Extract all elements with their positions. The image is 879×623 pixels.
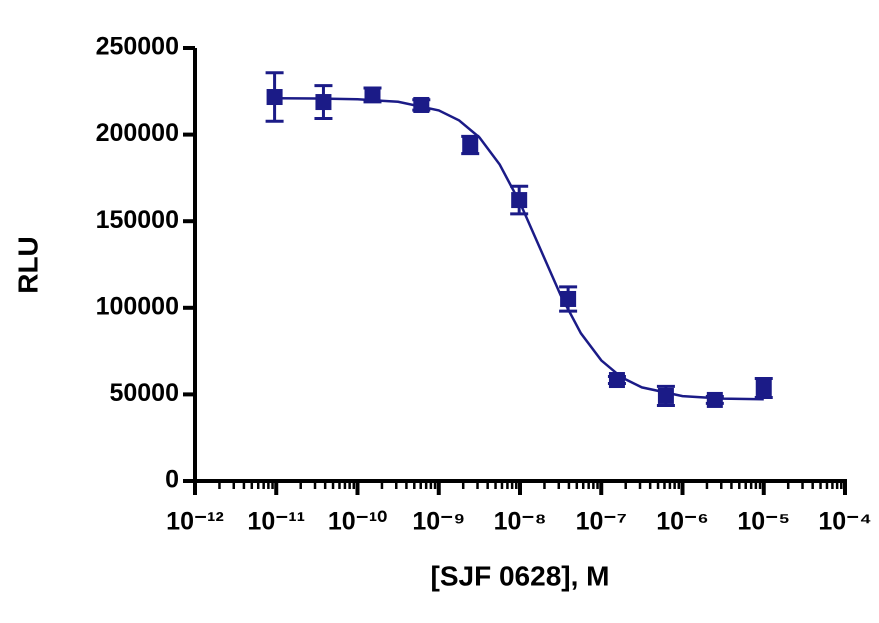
y-tick-label: 150000 xyxy=(96,206,179,234)
x-tick-label: 10⁻⁴ xyxy=(818,508,871,536)
x-tick-label: 10⁻⁷ xyxy=(576,508,627,536)
x-tick-label: 10⁻⁹ xyxy=(412,508,465,536)
x-tick-label: 10⁻¹⁰ xyxy=(328,508,387,536)
data-point xyxy=(413,96,430,113)
y-tick-label: 100000 xyxy=(96,292,179,320)
data-point xyxy=(755,379,772,396)
x-tick-label: 10⁻⁶ xyxy=(656,508,709,536)
y-tick-label: 50000 xyxy=(109,379,179,407)
data-point xyxy=(266,89,283,106)
data-point xyxy=(511,192,528,209)
x-tick-label: 10⁻¹¹ xyxy=(247,508,305,536)
data-point xyxy=(560,290,577,307)
x-tick-label: 10⁻⁸ xyxy=(494,508,547,536)
data-point xyxy=(657,387,674,404)
y-tick-label: 200000 xyxy=(96,119,179,147)
x-tick-label: 10⁻⁵ xyxy=(737,508,790,536)
fit-curve xyxy=(276,97,764,401)
y-tick-label: 250000 xyxy=(96,33,179,61)
data-point xyxy=(706,391,723,408)
x-tick-label: 10⁻¹² xyxy=(166,508,224,536)
data-point xyxy=(315,94,332,111)
data-point xyxy=(608,372,625,389)
x-axis-label: [SJF 0628], M xyxy=(431,560,610,591)
y-axis-label: RLU xyxy=(12,236,43,294)
y-tick-label: 0 xyxy=(165,466,179,494)
data-point xyxy=(364,86,381,103)
data-point xyxy=(462,136,479,153)
